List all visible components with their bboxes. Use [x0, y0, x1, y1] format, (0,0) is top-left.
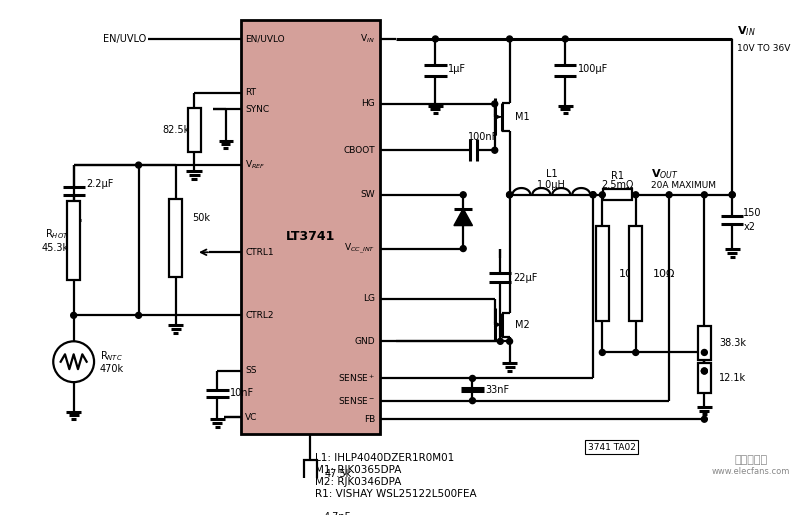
Text: HG: HG: [361, 99, 375, 108]
Polygon shape: [453, 209, 472, 226]
Text: V$_{IN}$: V$_{IN}$: [360, 33, 375, 45]
Circle shape: [701, 416, 706, 422]
Text: 12.1k: 12.1k: [719, 373, 745, 384]
Text: SENSE$^-$: SENSE$^-$: [337, 395, 375, 406]
Text: 1.0µH: 1.0µH: [536, 180, 565, 191]
Text: 2.2µF: 2.2µF: [87, 179, 114, 188]
Text: 10Ω: 10Ω: [618, 269, 641, 279]
Circle shape: [632, 350, 638, 355]
Bar: [67, 201, 80, 280]
Text: M1: M1: [514, 112, 529, 122]
Circle shape: [632, 192, 638, 198]
Circle shape: [496, 338, 503, 345]
Text: 10nF: 10nF: [230, 388, 254, 398]
Bar: [697, 327, 710, 360]
Text: V$_{IN}$: V$_{IN}$: [736, 25, 754, 39]
Text: R$_{HOT}$
45.3k: R$_{HOT}$ 45.3k: [42, 228, 69, 253]
Circle shape: [701, 368, 706, 374]
Circle shape: [135, 313, 141, 318]
Bar: [629, 226, 642, 321]
Text: M2: M2: [514, 320, 530, 330]
Circle shape: [469, 375, 475, 382]
Circle shape: [599, 192, 604, 198]
Text: RT: RT: [245, 88, 256, 97]
Bar: [187, 108, 200, 152]
Bar: [303, 460, 316, 488]
Text: GND: GND: [354, 337, 375, 346]
Circle shape: [460, 246, 466, 251]
Bar: [595, 226, 608, 321]
Text: 33nF: 33nF: [485, 385, 509, 394]
Circle shape: [469, 398, 475, 404]
Text: V$_{REF}$: V$_{REF}$: [245, 159, 265, 171]
Text: SYNC: SYNC: [245, 105, 269, 114]
Circle shape: [71, 313, 76, 318]
Circle shape: [506, 192, 512, 198]
Text: www.elecfans.com: www.elecfans.com: [710, 467, 789, 476]
Circle shape: [590, 192, 595, 198]
Text: 电子发烧友: 电子发烧友: [733, 455, 766, 465]
Text: CTRL1: CTRL1: [245, 248, 273, 257]
Text: 22µF: 22µF: [513, 273, 537, 283]
Text: EN/UVLO: EN/UVLO: [245, 35, 285, 43]
Text: 82.5k: 82.5k: [162, 125, 189, 135]
Circle shape: [701, 192, 706, 198]
Text: 10Ω: 10Ω: [651, 269, 674, 279]
Text: L1: IHLP4040DZER1R0M01: L1: IHLP4040DZER1R0M01: [315, 453, 453, 462]
Text: 3741 TA02: 3741 TA02: [587, 442, 635, 452]
Circle shape: [506, 36, 512, 42]
Text: 1µF: 1µF: [448, 64, 466, 74]
Circle shape: [561, 36, 568, 42]
Text: 10V TO 36V: 10V TO 36V: [736, 44, 789, 53]
Text: SW: SW: [360, 190, 375, 199]
Text: 100µF: 100µF: [577, 64, 607, 74]
Text: L1: L1: [545, 169, 556, 179]
Text: CBOOT: CBOOT: [343, 146, 375, 154]
Text: 4.7nF: 4.7nF: [323, 511, 350, 515]
Circle shape: [506, 338, 512, 345]
Text: M2: RJK0346DPA: M2: RJK0346DPA: [315, 477, 401, 487]
Circle shape: [701, 350, 706, 355]
Text: 20A MAXIMUM: 20A MAXIMUM: [650, 181, 714, 190]
Circle shape: [665, 192, 672, 198]
Text: CTRL2: CTRL2: [245, 311, 273, 320]
Text: 100nF: 100nF: [467, 132, 497, 142]
Text: R1: VISHAY WSL25122L500FEA: R1: VISHAY WSL25122L500FEA: [315, 489, 476, 499]
Circle shape: [54, 341, 94, 382]
Text: V$_{OUT}$: V$_{OUT}$: [650, 167, 677, 181]
Bar: [169, 199, 182, 277]
Text: 50k: 50k: [192, 213, 210, 223]
Text: R1: R1: [610, 171, 623, 181]
Circle shape: [432, 36, 438, 42]
Text: 2.5mΩ: 2.5mΩ: [600, 180, 633, 191]
Text: x2: x2: [742, 222, 754, 232]
Circle shape: [491, 147, 497, 153]
Text: SENSE$^+$: SENSE$^+$: [337, 372, 375, 384]
Text: 38.3k: 38.3k: [719, 338, 745, 348]
Text: SS: SS: [245, 367, 256, 375]
Bar: [240, 21, 380, 434]
Circle shape: [599, 350, 604, 355]
Bar: [602, 189, 631, 200]
Circle shape: [728, 192, 734, 198]
Text: M1: RJK0365DPA: M1: RJK0365DPA: [315, 465, 401, 475]
Bar: [697, 363, 710, 393]
Circle shape: [506, 192, 512, 198]
Text: 150: 150: [742, 209, 761, 218]
Circle shape: [135, 162, 141, 168]
Circle shape: [491, 101, 497, 107]
Text: V$_{CC\_INT}$: V$_{CC\_INT}$: [344, 242, 375, 256]
Circle shape: [728, 192, 734, 198]
Text: VC: VC: [245, 413, 257, 422]
Text: R$_{NTC}$
470k: R$_{NTC}$ 470k: [100, 349, 123, 374]
Circle shape: [460, 192, 466, 198]
Text: LG: LG: [363, 294, 375, 303]
Text: LT3741: LT3741: [285, 230, 334, 243]
Circle shape: [701, 368, 706, 374]
Text: 47.5k: 47.5k: [324, 469, 352, 479]
Circle shape: [590, 192, 595, 198]
Text: FB: FB: [363, 415, 375, 424]
Text: EN/UVLO: EN/UVLO: [103, 34, 146, 44]
